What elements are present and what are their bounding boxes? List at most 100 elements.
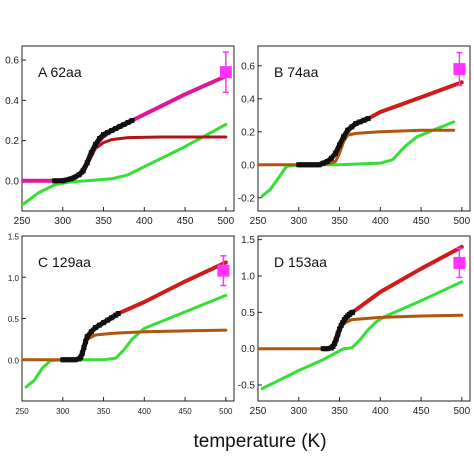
- panel-c-exp-marker: [88, 329, 94, 335]
- panel-c-exp-marker: [60, 357, 66, 363]
- panel-a-y-tick-label: 0.6: [5, 56, 19, 67]
- panel-b-x-tick-label: 450: [413, 216, 430, 227]
- panel-b-x-tick-label: 250: [250, 216, 267, 227]
- panel-b-y-tick-label: 0.2: [241, 127, 255, 138]
- panel-d-y-tick-label: -0.5: [238, 381, 256, 392]
- panel-a-exp-marker: [52, 178, 58, 184]
- panel-c-series-darkred-line: [22, 328, 228, 362]
- panel-b-point-marker: [453, 63, 466, 76]
- panel-c-exp-marker: [84, 334, 90, 340]
- panel-d-exp-marker: [320, 346, 326, 352]
- panel-b-label: B 74aa: [274, 64, 319, 80]
- panel-a-exp-marker: [105, 130, 111, 136]
- panel-a-series-fit-line: [22, 74, 228, 183]
- panel-a-series-green-line: [22, 123, 228, 207]
- panel-c-exp-marker: [83, 339, 89, 345]
- panel-c-exp-marker: [72, 357, 78, 363]
- panel-b-plot-area: [258, 80, 464, 198]
- panel-d-label: D 153aa: [274, 254, 327, 270]
- panel-b-exp-marker: [316, 162, 322, 168]
- panel-d-series-darkred-line: [258, 313, 464, 351]
- panel-c-exp-marker: [79, 350, 85, 356]
- panel-c-x-tick-label: 250: [15, 407, 29, 416]
- panel-b-exp-marker: [365, 116, 371, 122]
- panel-b-y-tick-label: 0.4: [241, 94, 255, 105]
- panel-b-exp-marker: [361, 117, 367, 123]
- panel-b-exp-marker: [304, 162, 310, 168]
- panel-a-exp-marker: [60, 178, 66, 184]
- panel-a: 250 300 350 400 450 500 0.0 0.2 0.4 0.6 A 62aa: [5, 45, 235, 227]
- panel-c-x-tick-label: 350: [97, 407, 111, 416]
- panel-a-exp-marker: [121, 121, 127, 127]
- panel-c-label: C 129aa: [38, 254, 91, 270]
- panel-c-exp-marker: [101, 320, 107, 326]
- panel-d-y-tick-label: 1.0: [241, 271, 255, 282]
- panel-c-x-tick-label: 500: [219, 407, 233, 416]
- panel-c-series-fit-line: [116, 260, 228, 316]
- panel-a-exp-marker: [76, 172, 82, 178]
- panel-c-point-marker: [217, 264, 230, 277]
- panel-c-exp-marker: [115, 311, 121, 317]
- panel-a-x-tick-label: 300: [54, 216, 71, 227]
- panel-d-exp-marker: [333, 336, 339, 342]
- panel-a-exp-marker: [92, 142, 98, 148]
- panel-d-point-marker: [453, 256, 466, 269]
- panel-a-frame: [21, 45, 235, 212]
- panel-b-exp-marker: [332, 150, 338, 156]
- x-axis-title: temperature (K): [193, 431, 326, 452]
- panel-b-series-fit-line: [366, 80, 464, 121]
- panel-c-y-tick-label: 0.0: [8, 356, 20, 365]
- panel-a-exp-marker: [80, 168, 86, 174]
- panel-a-label: A 62aa: [38, 64, 82, 80]
- panel-b: 250 300 350 400 450 500 -0.2 0.0 0.2 0.4 0.6 B 74aa: [238, 45, 471, 227]
- panel-c-plot-area: [22, 260, 228, 389]
- panel-a-exp-marker: [84, 160, 90, 166]
- panel-b-y-tick-label: 0.6: [241, 61, 255, 72]
- panel-b-x-tick-label: 350: [331, 216, 348, 227]
- panel-a-exp-marker: [109, 128, 115, 134]
- panel-a-exp-marker: [96, 136, 102, 142]
- panel-a-y-tick-label: 0.2: [5, 136, 19, 147]
- panel-b-exp-marker: [320, 160, 326, 166]
- panel-c: 250 300 350 400 450 500 0.0 0.5 1.0 1.5 C 129aa: [8, 233, 235, 416]
- panel-a-x-tick-label: 450: [177, 216, 194, 227]
- panel-c-exp-marker: [68, 357, 74, 363]
- panel-b-exp-marker: [353, 121, 359, 127]
- panel-c-exp-marker: [109, 315, 115, 321]
- panel-b-series-green-line: [260, 120, 456, 198]
- panel-a-x-tick-label: 500: [218, 216, 235, 227]
- panel-c-series-green-line: [24, 293, 228, 389]
- panel-a-series-darkred-line: [22, 135, 228, 183]
- panel-a-x-tick-label: 250: [14, 216, 31, 227]
- panel-a-exp-marker: [113, 126, 119, 131]
- panel-a-exp-marker: [101, 132, 107, 138]
- panel-d-exp-marker: [330, 343, 336, 349]
- panel-d-exp-marker: [338, 322, 344, 328]
- panel-b-frame: [257, 45, 471, 212]
- panels: 250 300 350 400 450 500 0.0 0.2 0.4 0.6 A 62aa 250 3…: [5, 45, 471, 417]
- panel-b-exp-marker: [300, 162, 306, 168]
- panel-d-exp-marker: [350, 309, 356, 315]
- panel-a-x-tick-label: 400: [136, 216, 153, 227]
- panel-c-y-tick-label: 0.5: [8, 315, 20, 324]
- panel-c-exp-marker: [64, 357, 70, 363]
- panel-a-exp-marker: [125, 119, 131, 125]
- panel-b-exp-marker: [345, 127, 351, 133]
- panel-c-y-tick-label: 1.0: [8, 274, 20, 283]
- panel-d-y-tick-label: 0.5: [241, 308, 255, 319]
- panel-d-x-tick-label: 450: [413, 406, 430, 417]
- panel-d-series-green-line: [260, 280, 464, 391]
- panel-a-point-marker: [219, 66, 232, 79]
- panel-b-y-tick-label: 0.0: [241, 160, 255, 171]
- panel-d-exp-marker: [332, 341, 338, 347]
- panel-a-exp-marker: [88, 150, 94, 156]
- panel-d-x-tick-label: 350: [331, 406, 348, 417]
- panel-a-plot-area: [22, 74, 228, 207]
- panel-c-exp-marker: [105, 317, 111, 323]
- panel-d-x-tick-label: 300: [290, 406, 307, 417]
- panel-c-x-tick-label: 400: [138, 407, 152, 416]
- panel-c-x-tick-label: 450: [178, 407, 192, 416]
- panel-d-x-tick-label: 500: [454, 406, 471, 417]
- panel-d-series-fit-line: [350, 244, 464, 315]
